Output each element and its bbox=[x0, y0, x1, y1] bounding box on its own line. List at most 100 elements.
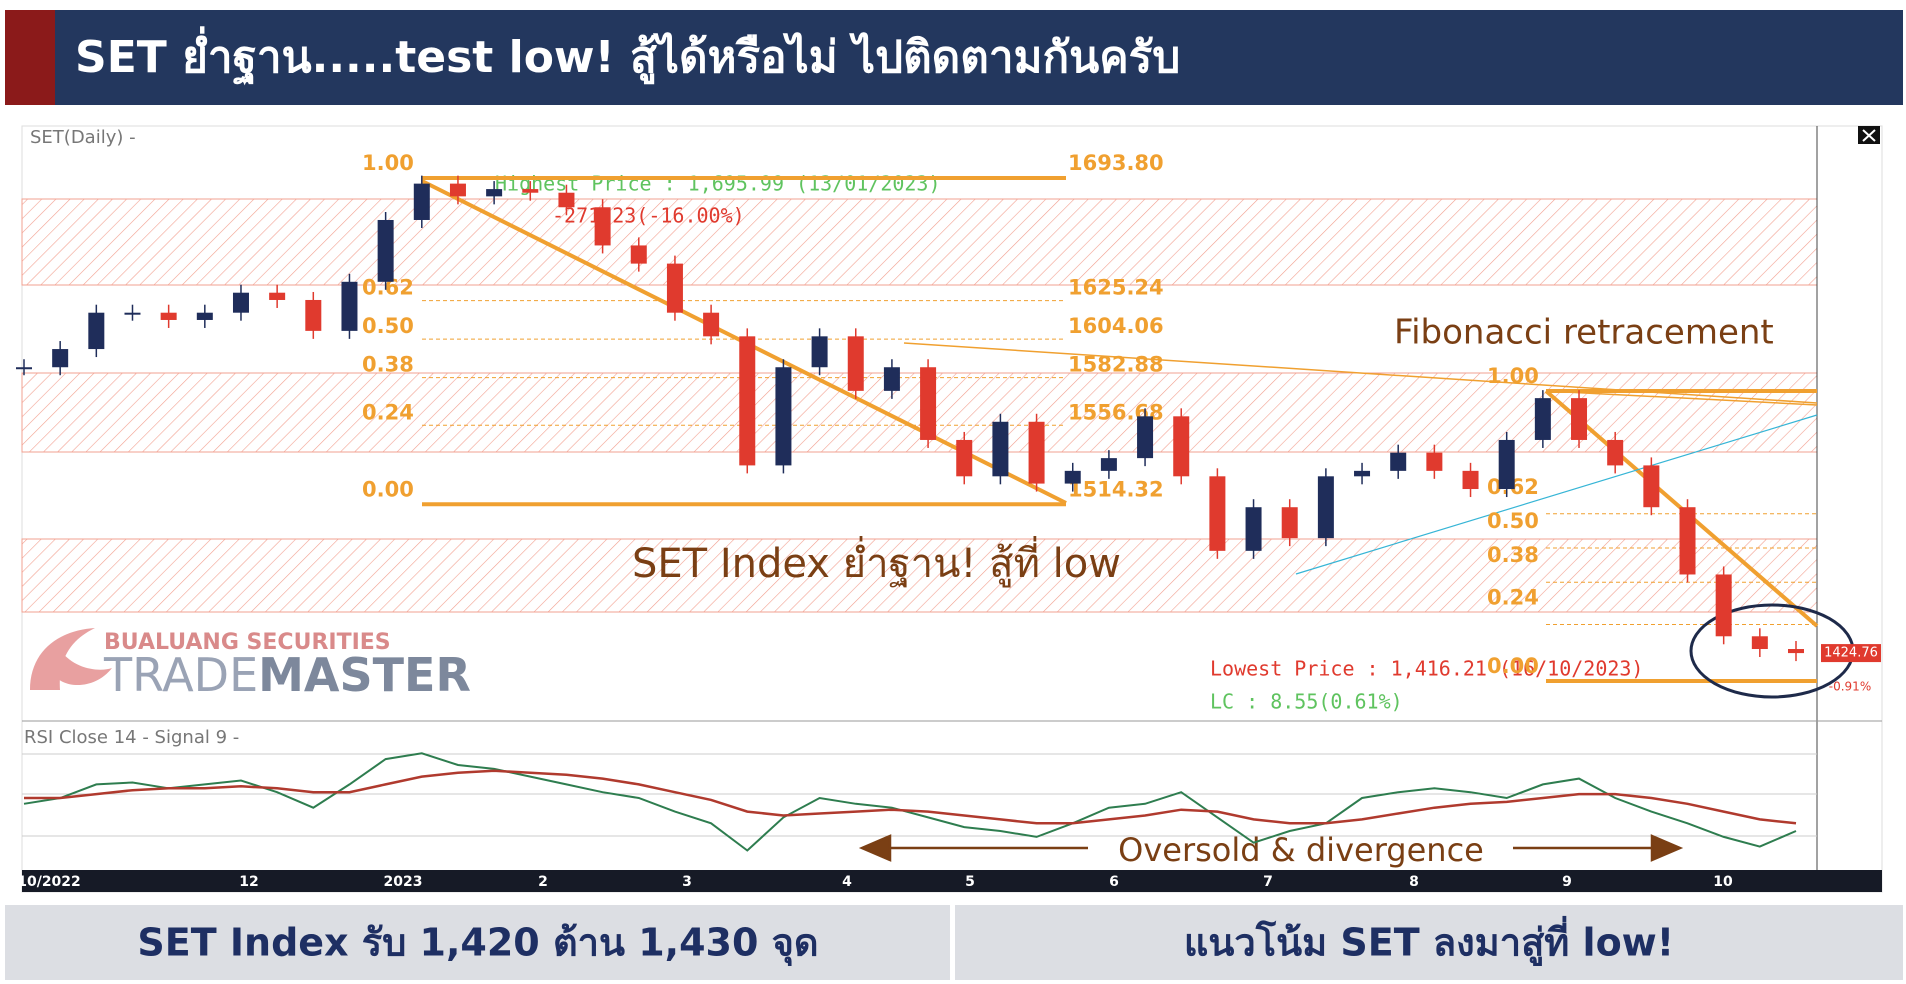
candle bbox=[920, 367, 937, 440]
candle bbox=[1715, 574, 1732, 637]
title: SET ย่ำฐาน.....test low! สู้ได้หรือไม่ ไ… bbox=[75, 26, 1180, 85]
rsi-line bbox=[23, 752, 1797, 852]
logo-brand-a: TRADE bbox=[103, 648, 258, 702]
x-tick-label: 9 bbox=[1562, 874, 1572, 890]
candle bbox=[883, 367, 900, 391]
candle bbox=[811, 336, 828, 368]
zone bbox=[21, 538, 1818, 613]
x-tick-label: 5 bbox=[965, 874, 975, 890]
fib-price: 1604.06 bbox=[1068, 314, 1164, 338]
candle bbox=[52, 349, 69, 368]
x-axis-bar bbox=[22, 870, 1882, 892]
candle bbox=[124, 312, 141, 315]
fib2-ratio: 0.00 bbox=[1487, 654, 1539, 678]
fib2-ratio: 0.38 bbox=[1487, 543, 1539, 567]
candle bbox=[1534, 398, 1551, 440]
rsi-annotation: Oversold & divergence bbox=[1118, 831, 1484, 869]
fib-title: Fibonacci retracement bbox=[1394, 313, 1774, 353]
candle bbox=[1788, 649, 1804, 654]
candle bbox=[1137, 416, 1154, 459]
footer-right: แนวโน้ม SET ลงมาสู่ที่ low! bbox=[1184, 916, 1674, 967]
close-x bbox=[1862, 129, 1876, 142]
last-change: -0.91% bbox=[1829, 680, 1871, 694]
candle bbox=[1173, 416, 1190, 477]
candle bbox=[1643, 465, 1660, 508]
candle bbox=[703, 312, 720, 337]
price-tag bbox=[1821, 644, 1881, 663]
fib-ratio: 0.00 bbox=[362, 477, 414, 501]
candle bbox=[269, 292, 286, 300]
candle bbox=[1100, 458, 1117, 471]
x-tick-label: 7 bbox=[1263, 874, 1273, 890]
candle bbox=[413, 183, 430, 220]
x-tick-label: 4 bbox=[842, 874, 852, 890]
candle bbox=[847, 336, 864, 391]
x-tick-label: 2 bbox=[538, 874, 548, 890]
header-bar bbox=[5, 10, 1903, 105]
candle bbox=[486, 189, 503, 197]
price-tag-label: 1424.76 bbox=[1824, 646, 1878, 661]
rsi-title: RSI Close 14 - Signal 9 - bbox=[24, 727, 239, 748]
candle bbox=[232, 292, 249, 313]
fib-price: 1625.24 bbox=[1068, 276, 1164, 300]
logo-company: BUALUANG SECURITIES bbox=[104, 630, 391, 655]
candle bbox=[666, 263, 683, 313]
zone bbox=[21, 198, 1818, 286]
candle bbox=[1679, 507, 1696, 575]
candle bbox=[1209, 476, 1226, 551]
change: -271.23(-16.00%) bbox=[552, 204, 745, 228]
x-tick-label: 2023 bbox=[384, 874, 423, 890]
rsi-line bbox=[24, 769, 1797, 825]
candle bbox=[1245, 507, 1262, 551]
zone bbox=[21, 372, 1818, 453]
chart-title: SET(Daily) - bbox=[30, 127, 136, 148]
candle bbox=[160, 312, 177, 320]
footer-right-box bbox=[955, 905, 1903, 980]
candle bbox=[1607, 439, 1624, 466]
candle bbox=[377, 219, 394, 282]
lowest-price: Lowest Price : 1,416.21 (16/10/2023) bbox=[1210, 657, 1643, 681]
fib2-ratio: 1.00 bbox=[1487, 364, 1539, 388]
logo-brand-b: MASTER bbox=[258, 648, 471, 702]
candle bbox=[739, 336, 756, 466]
comment: SET Index ย่ำฐาน! สู้ที่ low bbox=[632, 536, 1121, 588]
candle bbox=[1462, 470, 1479, 490]
support-line bbox=[1295, 414, 1818, 575]
candle bbox=[992, 421, 1009, 477]
candle bbox=[1354, 470, 1371, 477]
candle bbox=[1064, 470, 1081, 484]
candle bbox=[594, 207, 611, 246]
candle bbox=[558, 192, 575, 208]
candle bbox=[1317, 476, 1334, 539]
candle bbox=[1028, 421, 1045, 484]
x-tick-label: 10/2022 bbox=[17, 874, 81, 890]
candle bbox=[1751, 636, 1768, 650]
candle bbox=[630, 245, 647, 264]
highest-price: Highest Price : 1,695.99 (13/01/2023) bbox=[495, 172, 941, 196]
logo-brand: TRADEMASTER bbox=[103, 648, 471, 702]
x-tick-label: 12 bbox=[239, 874, 258, 890]
candle bbox=[1426, 452, 1443, 471]
x-tick-label: 8 bbox=[1409, 874, 1419, 890]
x-tick-label: 3 bbox=[682, 874, 692, 890]
fib-price: 1514.32 bbox=[1068, 477, 1164, 501]
fib-ratio: 0.38 bbox=[362, 353, 414, 377]
candle bbox=[775, 367, 792, 466]
x-tick-label: 10 bbox=[1713, 874, 1733, 890]
candle bbox=[1281, 507, 1298, 539]
fib-price: 1582.88 bbox=[1068, 353, 1164, 377]
fib-ratio: 0.50 bbox=[362, 314, 414, 338]
x-tick-label: 6 bbox=[1109, 874, 1119, 890]
candle bbox=[88, 312, 105, 350]
arrows bbox=[858, 834, 1684, 862]
footer-left-box bbox=[5, 905, 950, 980]
candle bbox=[16, 367, 32, 370]
fib-ratio: 1.00 bbox=[362, 151, 414, 175]
header-accent bbox=[5, 10, 55, 105]
footer-left: SET Index รับ 1,420 ต้าน 1,430 จุด bbox=[137, 921, 818, 967]
fib2-ratio: 0.24 bbox=[1487, 586, 1539, 610]
candle bbox=[956, 439, 973, 477]
candle bbox=[196, 312, 213, 320]
candle bbox=[1390, 452, 1407, 471]
